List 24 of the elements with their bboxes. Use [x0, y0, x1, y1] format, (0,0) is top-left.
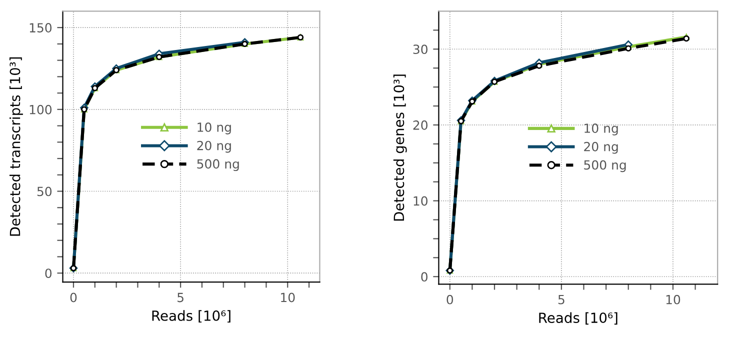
x-axis-title: Reads [10⁶] [539, 312, 618, 325]
x-tick-label: 5 [178, 292, 184, 302]
legend-label: 500 ng [197, 159, 239, 172]
x-tick-label: 0 [70, 292, 77, 302]
legend-label: 20 ng [584, 142, 618, 154]
x-tick-label: 5 [558, 295, 564, 304]
legend-label: 10 ng [198, 122, 231, 134]
y-tick-label: 20 [413, 120, 428, 130]
legend-label: 500 ng [584, 160, 626, 172]
y-tick-label: 0 [45, 268, 52, 278]
y-tick-label: 10 [414, 196, 428, 206]
legend-label: 20 ng [197, 140, 231, 153]
y-tick-label: 50 [37, 186, 52, 196]
y-tick-label: 150 [30, 23, 52, 32]
y-tick-label: 100 [30, 104, 52, 114]
y-tick-label: 0 [421, 272, 428, 282]
legend-label: 10 ng [584, 124, 618, 136]
y-axis-title: Detected genes [10³] [393, 74, 407, 221]
y-axis-title: Detected transcripts [10³] [10, 57, 23, 236]
x-axis-title: Reads [10⁶] [152, 310, 230, 323]
x-tick-label: 10 [281, 292, 295, 302]
y-tick-label: 30 [413, 44, 428, 54]
x-tick-label: 10 [666, 294, 680, 304]
x-tick-label: 0 [446, 294, 454, 304]
